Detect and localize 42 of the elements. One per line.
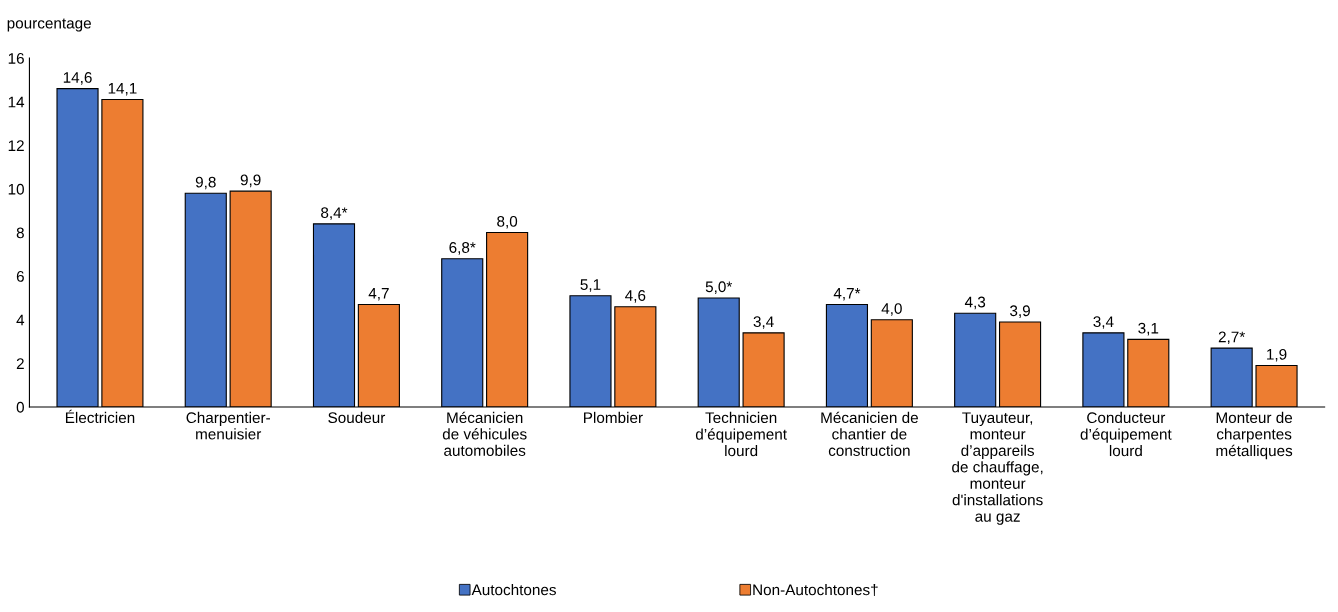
y-tick-label: 4 — [16, 314, 25, 326]
data-label: 3,4 — [1093, 316, 1114, 329]
data-label: 9,9 — [240, 174, 261, 188]
y-tick-label: 2 — [16, 358, 24, 369]
legend-label: Non-Autochtones† — [753, 584, 878, 597]
data-label: 1,9 — [1267, 348, 1287, 362]
x-tick-label: Mécanicien de véhicules automobiles — [442, 411, 527, 456]
legend-label: Autochtones — [471, 584, 556, 596]
x-tick-label: Plombier — [584, 411, 643, 424]
x-tick-label: Monteur de charpentes métalliques — [1216, 411, 1293, 460]
y-tick-label: 10 — [8, 183, 24, 195]
data-label: 14,6 — [63, 72, 92, 85]
data-label: 4,7 — [368, 288, 389, 301]
x-tick-label: Mécanicien de chantier de construction — [821, 411, 918, 456]
data-label: 8,4* — [321, 207, 348, 220]
data-label: 3,1 — [1138, 322, 1159, 336]
data-label: 4,6 — [625, 290, 646, 303]
data-label: 14,1 — [108, 83, 137, 96]
y-tick-label: 6 — [16, 271, 24, 282]
data-label: 8,0 — [497, 215, 518, 229]
y-tick-label: 14 — [8, 96, 25, 108]
x-tick-label: Soudeur — [328, 411, 386, 424]
data-label: 5,0* — [705, 281, 733, 294]
y-tick-label: 16 — [8, 53, 24, 64]
data-label: 4,3 — [964, 296, 986, 310]
data-label: 6,8* — [449, 242, 476, 255]
data-label: 9,8 — [195, 176, 216, 190]
y-tick-label: 8 — [16, 227, 24, 239]
x-tick-label: Conducteur d’équipement lourd — [1080, 411, 1172, 457]
data-label: 3,9 — [1010, 305, 1030, 318]
data-label: 4,7* — [833, 288, 861, 301]
y-axis-title: pourcentage — [7, 18, 91, 32]
x-tick-label: Technicien d’équipement lourd — [695, 411, 787, 457]
data-label: 3,4 — [753, 316, 774, 329]
y-tick-label: 12 — [8, 140, 24, 151]
data-label: 2,7* — [1218, 331, 1245, 345]
x-tick-label: Tuyauteur, monteur d’appareils de chauffage, monteur d'installations au gaz — [952, 412, 1043, 525]
data-label: 5,1 — [580, 279, 601, 292]
x-tick-label: Électricien — [65, 409, 135, 424]
y-tick-label: 0 — [16, 401, 24, 413]
x-tick-label: Charpentier- menuisier — [186, 411, 270, 440]
data-label: 4,0 — [881, 303, 902, 316]
